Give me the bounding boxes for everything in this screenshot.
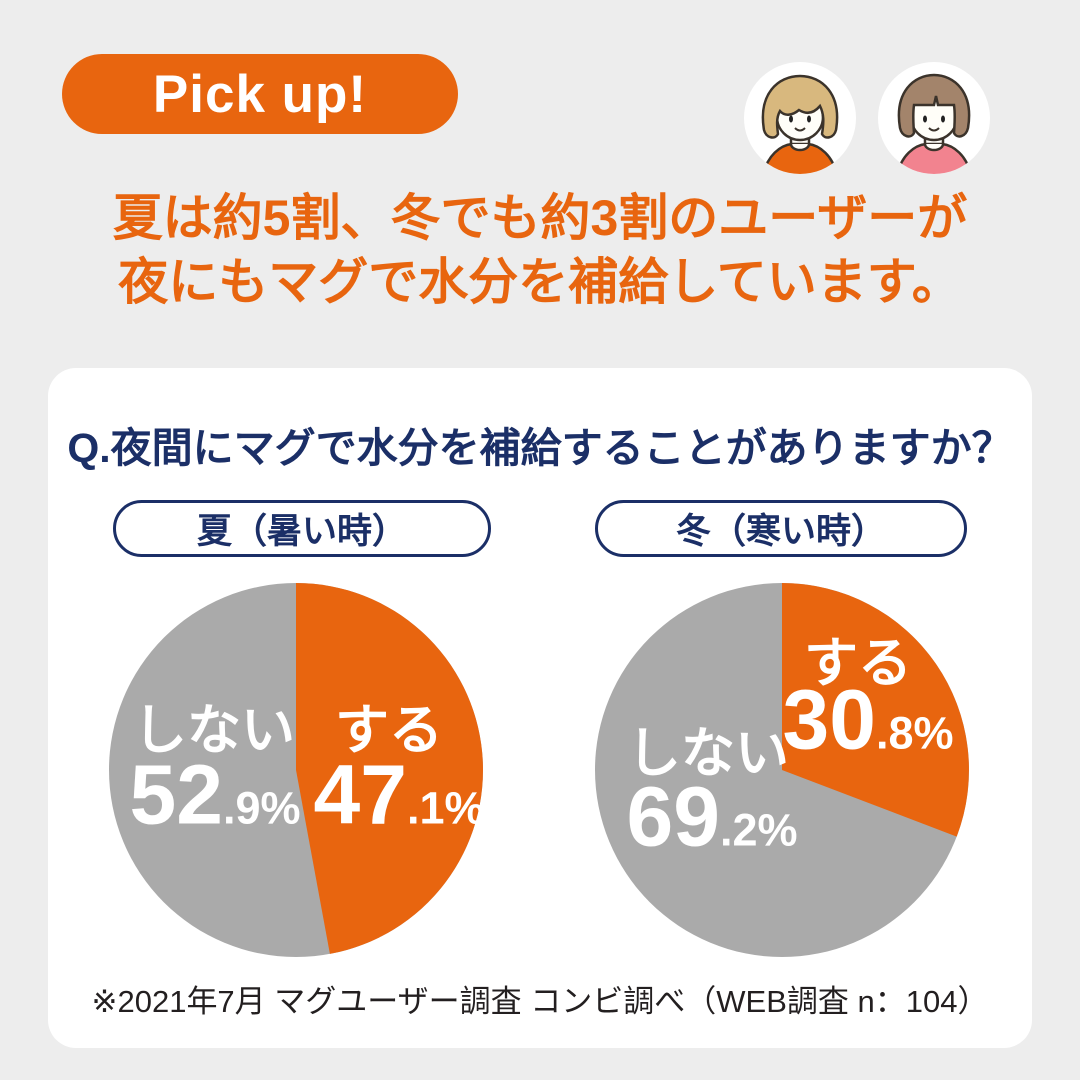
slice-value-int: 30 [782, 672, 876, 767]
girl-avatar-orange-icon [744, 62, 856, 174]
pie-chart-winter: する 30.8% しない 69.2% [595, 583, 969, 957]
slice-value-yes: 47.1% [314, 747, 485, 844]
slice-label-no: しない [133, 700, 295, 761]
slice-value-int: 69 [626, 769, 720, 864]
girl-avatar-pink-icon [878, 62, 990, 174]
slice-value-frac: .1% [406, 782, 485, 834]
slice-label-no: しない [627, 723, 789, 784]
slice-value-frac: .2% [719, 804, 798, 856]
slice-value-int: 52 [129, 747, 223, 842]
question-title: Q.夜間にマグで水分を補給することがありますか？ [67, 425, 1013, 471]
footnote: ※2021年7月 マグユーザー調査 コンビ調べ（WEB調査 n：104） [91, 984, 989, 1019]
headline: 夏は約5割、冬でも約3割のユーザーが 夜にもマグで水分を補給しています。 [0, 186, 1080, 314]
slice-value-int: 47 [313, 747, 407, 842]
survey-card: Q.夜間にマグで水分を補給することがありますか？ 夏（暑い時） 冬（寒い時） し… [48, 368, 1032, 1048]
season-label-summer: 夏（暑い時） [113, 500, 491, 557]
headline-line1: 夏は約5割、冬でも約3割のユーザーが [112, 190, 968, 246]
season-label-winter: 冬（寒い時） [595, 500, 967, 557]
slice-value-no: 52.9% [130, 747, 301, 844]
slice-value-frac: .9% [222, 782, 301, 834]
headline-line2: 夜にもマグで水分を補給しています。 [118, 254, 962, 310]
pickup-badge: Pick up! [62, 54, 458, 134]
slice-value-no: 69.2% [627, 769, 798, 866]
slice-value-frac: .8% [875, 707, 954, 759]
slice-label-yes: する [335, 700, 443, 761]
slice-label-yes: する [804, 633, 912, 694]
pie-chart-summer: しない 52.9% する 47.1% [109, 583, 485, 957]
slice-value-yes: 30.8% [783, 672, 954, 769]
